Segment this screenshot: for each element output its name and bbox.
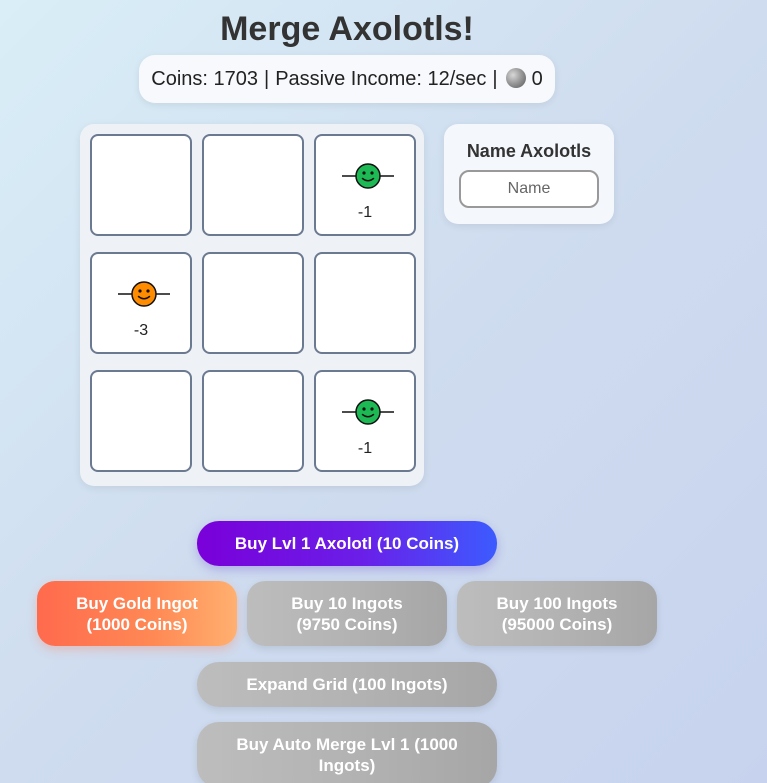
buy-10-ingots-cost: (9750 Coins) xyxy=(296,614,398,634)
axolotl-level: -1 xyxy=(357,204,373,221)
buy-gold-ingot-cost: (1000 Coins) xyxy=(86,614,188,634)
axolotl-grid: -1 -3 -1 xyxy=(80,124,424,486)
name-panel-title: Name Axolotls xyxy=(466,141,592,161)
grid-cell[interactable]: -3 xyxy=(90,252,192,354)
grid-cell[interactable] xyxy=(202,134,304,236)
buy-100-ingots-cost: (95000 Coins) xyxy=(501,614,613,634)
name-panel: Name Axolotls xyxy=(444,124,614,224)
grid-cell[interactable]: -1 xyxy=(314,134,416,236)
grid-cell[interactable] xyxy=(314,252,416,354)
buy-gold-ingot-button[interactable]: Buy Gold Ingot (1000 Coins) xyxy=(37,581,237,646)
buy-auto-merge-button[interactable]: Buy Auto Merge Lvl 1 (1000 Ingots) xyxy=(197,722,497,783)
moon-icon xyxy=(505,68,526,88)
axolotl-name-input[interactable] xyxy=(459,170,599,208)
auto-merge-label: Buy Auto Merge Lvl 1 (1000 xyxy=(236,735,458,754)
stats-separator: | xyxy=(264,67,270,90)
buy-10-ingots-label: Buy 10 Ingots xyxy=(291,593,403,613)
moon-counter: 0 xyxy=(531,67,543,90)
coins-counter: Coins: 1703 xyxy=(151,67,258,90)
grid-cell[interactable]: -1 xyxy=(314,370,416,472)
axolotl-level: -1 xyxy=(357,440,373,457)
buy-10-ingots-button[interactable]: Buy 10 Ingots (9750 Coins) xyxy=(247,581,447,646)
buy-gold-ingot-label: Buy Gold Ingot xyxy=(76,593,198,613)
auto-merge-label-cont: Ingots) xyxy=(318,756,376,775)
stats-bar: Coins: 1703 | Passive Income: 12/sec | 0 xyxy=(139,55,555,103)
grid-cell[interactable] xyxy=(202,252,304,354)
buy-axolotl-label: Buy Lvl 1 Axolotl (10 Coins) xyxy=(234,534,460,553)
axolotl-icon[interactable] xyxy=(342,398,394,426)
grid-cell[interactable] xyxy=(202,370,304,472)
stats-separator: | xyxy=(492,67,498,90)
axolotl-level: -3 xyxy=(133,322,149,339)
expand-grid-button[interactable]: Expand Grid (100 Ingots) xyxy=(197,662,497,707)
axolotl-icon[interactable] xyxy=(118,280,170,308)
expand-grid-label: Expand Grid (100 Ingots) xyxy=(246,675,448,694)
buy-100-ingots-button[interactable]: Buy 100 Ingots (95000 Coins) xyxy=(457,581,657,646)
grid-cell[interactable] xyxy=(90,370,192,472)
passive-income: Passive Income: 12/sec xyxy=(275,67,487,90)
grid-cell[interactable] xyxy=(90,134,192,236)
buy-100-ingots-label: Buy 100 Ingots xyxy=(496,593,618,613)
axolotl-icon[interactable] xyxy=(342,162,394,190)
buy-axolotl-button[interactable]: Buy Lvl 1 Axolotl (10 Coins) xyxy=(197,521,497,566)
game-title: Merge Axolotls! xyxy=(220,10,474,48)
